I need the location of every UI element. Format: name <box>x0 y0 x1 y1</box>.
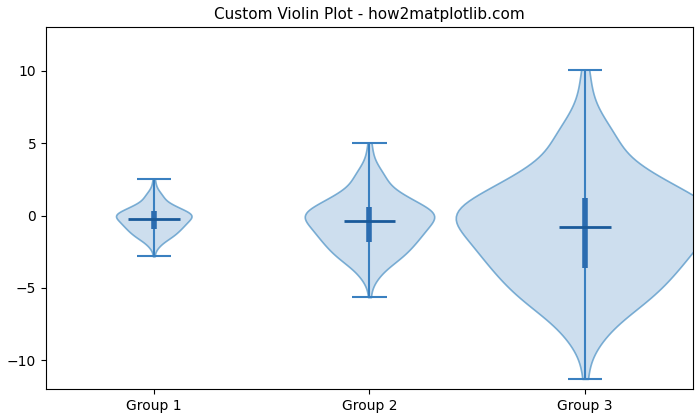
Title: Custom Violin Plot - how2matplotlib.com: Custom Violin Plot - how2matplotlib.com <box>214 7 525 22</box>
